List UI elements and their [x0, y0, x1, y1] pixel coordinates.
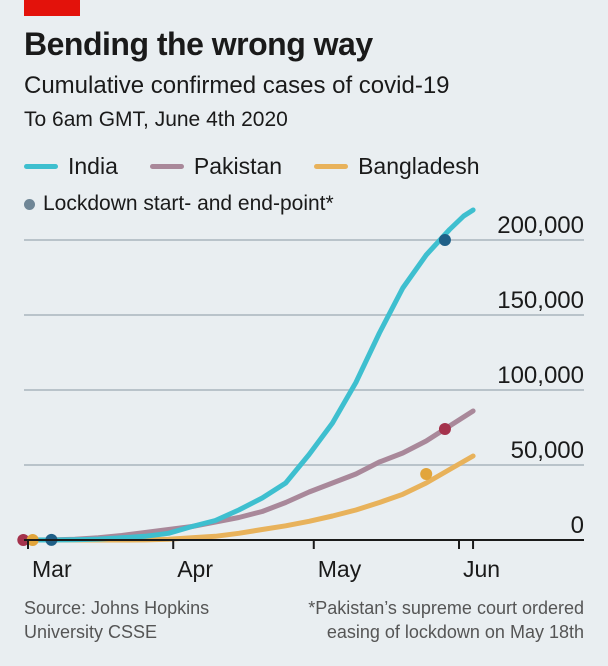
legend-swatch-bangladesh: [314, 164, 349, 169]
x-axis: Mar Apr May Jun: [24, 539, 584, 582]
lockdown-marker-india-end: [438, 234, 451, 246]
legend-label-india: India: [68, 153, 118, 179]
legend-item-bangladesh: Bangladesh: [314, 153, 480, 180]
x-tick-label-May: May: [318, 556, 362, 582]
lockdown-dot-icon: [24, 198, 35, 210]
series-lines: [20, 207, 476, 543]
legend-label-lockdown: Lockdown start- and end-point*: [43, 192, 334, 215]
lockdown-marker-pakistan-end: [438, 423, 451, 435]
brand-tag: [24, 0, 80, 16]
legend-swatch-india: [24, 164, 58, 169]
legend-swatch-pakistan: [149, 164, 184, 169]
series-line-bangladesh: [20, 453, 476, 543]
source-note: Source: Johns Hopkins University CSSE: [24, 598, 210, 642]
chart-title: Bending the wrong way: [24, 26, 373, 62]
footnote: *Pakistan’s supreme court ordered easing…: [308, 598, 584, 642]
grid-lines: [24, 239, 584, 466]
y-tick-label-200000: 200,000: [497, 212, 584, 239]
x-tick-label-Apr: Apr: [177, 556, 213, 582]
x-tick-label-Jun: Jun: [463, 556, 500, 582]
chart-subtitle: Cumulative confirmed cases of covid-19: [24, 72, 450, 99]
y-tick-label-50000: 50,000: [511, 437, 584, 464]
y-tick-label-0: 0: [571, 512, 584, 539]
legend-label-bangladesh: Bangladesh: [358, 153, 480, 179]
chart-dateline: To 6am GMT, June 4th 2020: [24, 108, 288, 131]
y-tick-label-150000: 150,000: [497, 287, 584, 314]
legend-item-pakistan: Pakistan: [149, 153, 283, 180]
series-line-pakistan: [20, 408, 476, 543]
lockdown-marker-pakistan-start: [17, 534, 30, 546]
legend-label-pakistan: Pakistan: [193, 153, 283, 179]
legend-lockdown: Lockdown start- and end-point*: [24, 192, 334, 216]
x-tick-label-Mar: Mar: [32, 556, 72, 582]
lockdown-markers: [17, 234, 451, 546]
legend-item-india: India: [24, 153, 118, 180]
legend: India Pakistan Bangladesh: [24, 153, 512, 180]
line-chart: 0 50,000 100,000 150,000 200,000 Mar Apr May Ju…: [17, 207, 584, 582]
lockdown-marker-bangladesh-end: [420, 468, 433, 480]
y-tick-label-100000: 100,000: [497, 362, 584, 389]
y-axis-labels: 0 50,000 100,000 150,000 200,000: [497, 212, 584, 539]
